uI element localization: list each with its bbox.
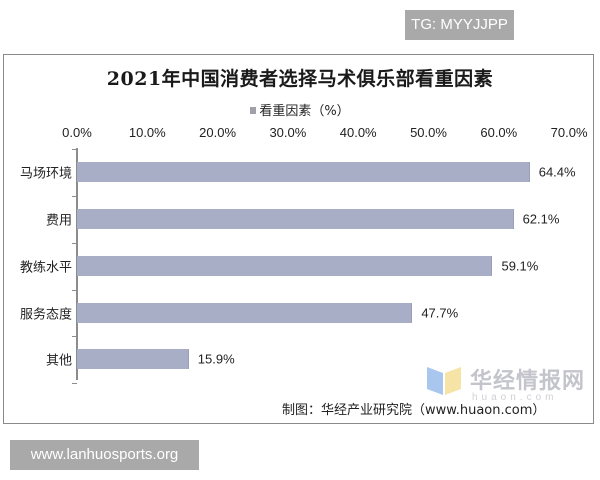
bar-value-label: 59.1% xyxy=(501,258,539,274)
category-label: 其他 xyxy=(45,353,72,369)
y-axis-tick xyxy=(72,148,77,150)
category-label: 马场环境 xyxy=(19,166,72,182)
bar-value-label: 62.1% xyxy=(522,211,560,227)
bar-value-label: 15.9% xyxy=(197,351,235,367)
bar-value-label: 64.4% xyxy=(538,164,576,180)
x-tick-label: 0.0% xyxy=(62,125,92,140)
bar xyxy=(77,303,413,323)
y-axis-tick xyxy=(72,195,77,197)
category-label: 教练水平 xyxy=(19,260,72,276)
y-axis-tick xyxy=(72,289,77,291)
chart-title: 2021年中国消费者选择马术俱乐部看重因素 xyxy=(106,68,494,90)
bar xyxy=(77,162,530,182)
y-axis-tick xyxy=(72,335,77,337)
watermark-tag-top: TG: MYYJJPP xyxy=(405,10,514,40)
x-tick-label: 20.0% xyxy=(199,125,237,140)
chart-source: 制图：华经产业研究院（www.huaon.com） xyxy=(282,403,546,418)
watermark-sub: huaon.com xyxy=(472,392,558,403)
bar xyxy=(77,349,189,369)
bar-value-label: 47.7% xyxy=(421,305,459,321)
y-axis-tick xyxy=(72,382,77,384)
legend-label: 看重因素（%） xyxy=(259,104,350,119)
legend-swatch xyxy=(250,107,257,114)
category-label: 服务态度 xyxy=(19,307,72,323)
chart-legend: 看重因素（%） xyxy=(0,100,600,119)
x-tick-label: 50.0% xyxy=(410,125,447,140)
x-tick-label: 60.0% xyxy=(480,125,518,140)
bar xyxy=(77,209,514,229)
bar xyxy=(77,256,493,276)
x-tick-label: 10.0% xyxy=(128,125,166,140)
x-tick-label: 70.0% xyxy=(550,125,588,140)
y-axis-line xyxy=(76,148,78,380)
watermark-tag-bottom: www.lanhuosports.org xyxy=(10,440,199,470)
y-axis-tick xyxy=(72,242,77,244)
x-tick-label: 30.0% xyxy=(269,125,307,140)
category-label: 费用 xyxy=(45,213,72,229)
x-tick-label: 40.0% xyxy=(339,125,377,140)
watermark-brand: 华经情报网 xyxy=(470,369,586,394)
huaon-logo-icon xyxy=(427,367,461,395)
